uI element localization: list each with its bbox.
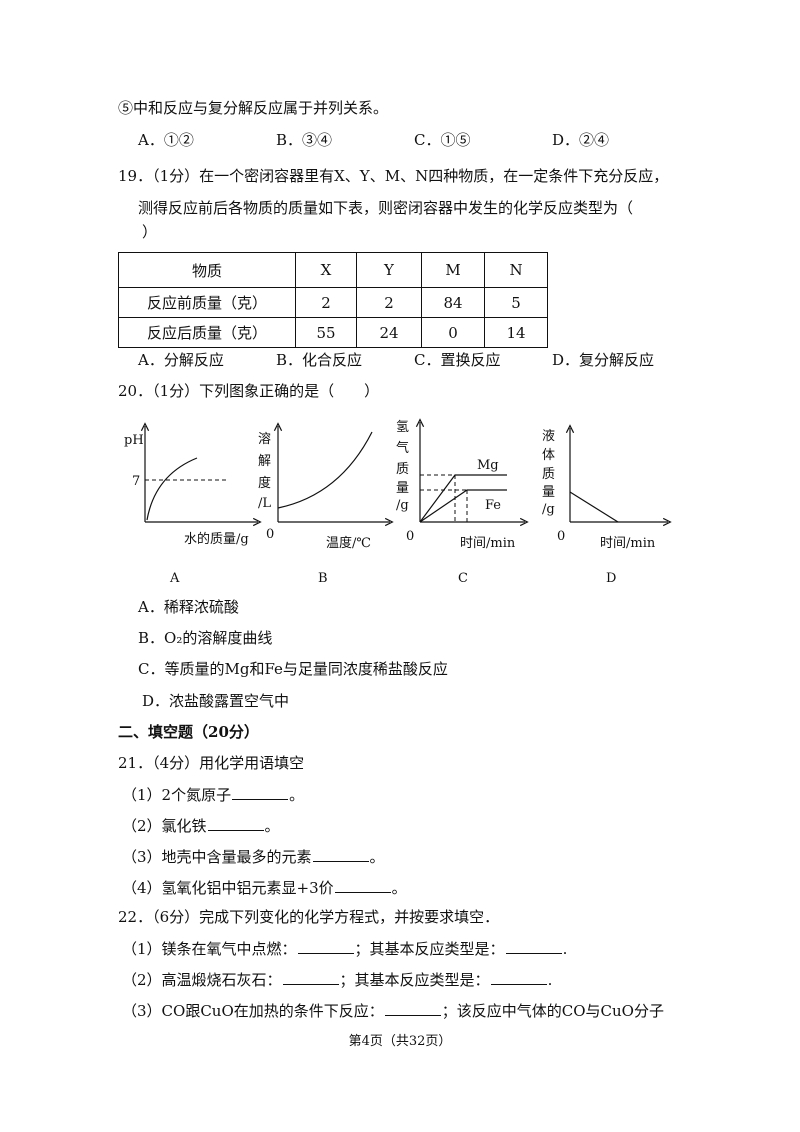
answer-blank (490, 969, 547, 985)
y-label: 质 (542, 467, 555, 482)
answer-blank (505, 938, 562, 954)
item-text: ；其基本反应类型是： (339, 971, 490, 989)
item-text: （1）镁条在氧气中点燃： (122, 940, 297, 958)
answer-blank (282, 969, 339, 985)
x-label: 时间/min (460, 536, 516, 551)
item-text: （3）地壳中含量最多的元素 (122, 848, 312, 866)
item-text: 。 (391, 879, 407, 897)
graph-label: D (606, 571, 616, 586)
answer-blank (297, 938, 354, 954)
fill-in-item: （2）高温煅烧石灰石： ；其基本反应类型是：. (122, 969, 552, 990)
tick-label: 7 (132, 474, 140, 489)
table-cell: 14 (484, 317, 548, 348)
table-cell: 0 (421, 317, 485, 348)
curve (146, 457, 198, 521)
item-text: ；该反应中气体的CO与CuO分子 (441, 1002, 664, 1020)
x-label: 温度/℃ (326, 535, 371, 551)
fill-in-item: （1）镁条在氧气中点燃： ；其基本反应类型是：. (122, 938, 567, 959)
fill-in-item: （4）氢氧化铝中铝元素显+3价 。 (122, 877, 407, 898)
y-label: 氢 (396, 420, 409, 435)
footer: 第4页（共32页） (348, 1034, 452, 1049)
answer-blank (312, 846, 369, 862)
item-text: （1）2个氮原子 (122, 786, 232, 804)
table-header: N (484, 252, 548, 288)
answer-blank (232, 784, 289, 800)
fill-in-item: （3）地壳中含量最多的元素 。 (122, 846, 385, 867)
item-text: 。 (369, 848, 385, 866)
y-label: 解 (258, 454, 271, 469)
option: D．浓盐酸露置空气中 (142, 692, 290, 710)
origin-label: 0 (557, 529, 565, 544)
curve (277, 431, 373, 509)
option: D．②④ (552, 131, 610, 149)
item-text: 。 (264, 817, 280, 835)
y-label: 质 (396, 462, 409, 477)
origin-label: 0 (266, 527, 274, 542)
option: A．稀释浓硫酸 (138, 598, 239, 616)
answer-blank (334, 877, 391, 893)
item-text: （2）高温煅烧石灰石： (122, 971, 282, 989)
statement: ⑤中和反应与复分解反应属于并列关系。 (118, 99, 389, 117)
item-text: . (547, 971, 553, 989)
section-title: 二、填空题（20分） (118, 723, 259, 741)
option: D．复分解反应 (552, 351, 655, 369)
y-label: 量 (396, 481, 409, 496)
x-label: 水的质量/g (184, 531, 249, 547)
question-stem: 21．（4分）用化学用语填空 (118, 754, 305, 772)
y-label: 气 (396, 440, 409, 456)
x-label: 时间/min (600, 536, 656, 551)
answer-blank (207, 815, 264, 831)
table-cell: 84 (421, 287, 485, 318)
y-label: pH (124, 433, 144, 448)
item-text: . (562, 940, 568, 958)
option: C．①⑤ (414, 131, 471, 149)
option: C．等质量的Mg和Fe与足量同浓度稀盐酸反应 (138, 660, 448, 678)
fill-in-item: （2）氯化铁 。 (122, 815, 280, 836)
graphs: pH 7 水的质量/g A 溶 解 度 /L 0 温度/℃ B 氢 气 质 量 … (124, 0, 800, 586)
option: B．③④ (276, 131, 333, 149)
question-stem: ） (142, 223, 158, 241)
y-label: /g (542, 502, 555, 517)
y-label: 溶 (258, 432, 271, 447)
item-text: （2）氯化铁 (122, 817, 207, 835)
item-text: （4）氢氧化铝中铝元素显+3价 (122, 879, 334, 897)
item-text: （3）CO跟CuO在加热的条件下反应： (122, 1002, 384, 1020)
graph-label: C (458, 571, 468, 586)
y-label: 度 (258, 475, 271, 491)
data-table: 物质 X Y M N 反应前质量（克） 2 2 84 5 反应后质量（克） 55 24 0 14 (118, 252, 548, 348)
item-text: ；其基本反应类型是： (354, 940, 505, 958)
graph-label: A (169, 571, 180, 586)
table-cell: 反应后质量（克） (118, 317, 296, 348)
option: B．化合反应 (276, 351, 363, 369)
option: B．O₂的溶解度曲线 (138, 629, 273, 647)
question-stem: 测得反应前后各物质的质量如下表，则密闭容器中发生的化学反应类型为（ (138, 199, 634, 217)
graph-label: B (318, 571, 328, 586)
curve-label: Fe (485, 498, 501, 513)
question-stem: 22．（6分）完成下列变化的化学方程式，并按要求填空． (118, 908, 500, 926)
y-label: 液 (542, 429, 555, 444)
y-label: 量 (542, 485, 555, 500)
table-cell: 反应前质量（克） (118, 287, 296, 318)
option: A．①② (138, 131, 194, 149)
y-label: /L (258, 496, 271, 511)
curve (569, 491, 619, 523)
answer-blank (384, 1000, 441, 1016)
curve-label: Mg (477, 458, 499, 473)
table-cell: 5 (484, 287, 548, 318)
fill-in-item: （1）2个氮原子 。 (122, 784, 304, 805)
option: C．置换反应 (414, 351, 501, 369)
dashed-line (420, 474, 468, 522)
question-stem: 19．（1分）在一个密闭容器里有X、Y、M、N四种物质，在一定条件下充分反应， (118, 167, 669, 185)
origin-label: 0 (406, 529, 414, 544)
question-stem: 20．（1分）下列图象正确的是（ ） (118, 382, 380, 400)
table-cell: 24 (356, 317, 422, 348)
item-text: 。 (289, 786, 305, 804)
option: A．分解反应 (138, 351, 224, 369)
y-label: /g (396, 498, 409, 513)
table-header: M (421, 252, 485, 288)
fill-in-item: （3）CO跟CuO在加热的条件下反应： ；该反应中气体的CO与CuO分子 (122, 1000, 664, 1021)
table-cell: 55 (295, 317, 357, 348)
y-label: 体 (542, 448, 555, 463)
